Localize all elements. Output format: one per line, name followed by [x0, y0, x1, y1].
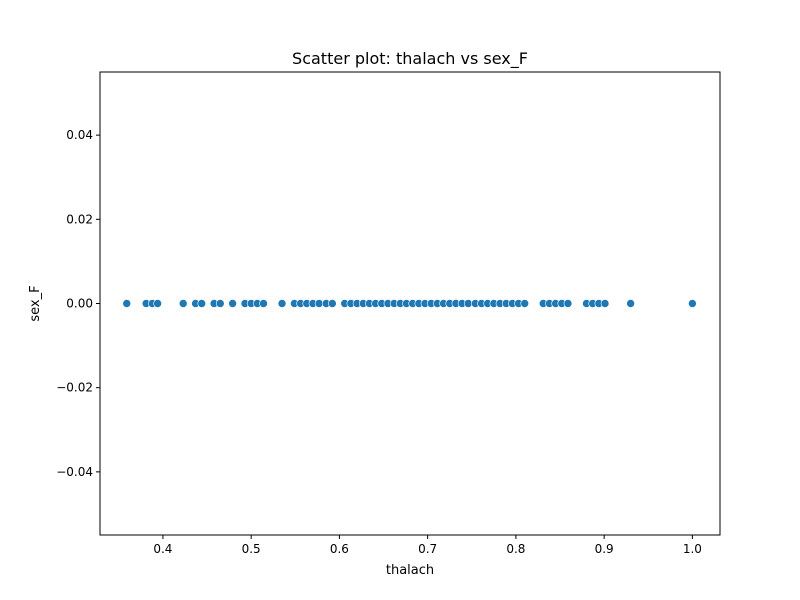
y-axis-ticks: −0.04 −0.02 0.00 0.02 0.04: [56, 128, 100, 479]
data-point: [228, 299, 237, 308]
data-points: [122, 299, 697, 308]
data-point: [626, 299, 635, 308]
x-tick-label: 0.6: [330, 542, 349, 556]
data-point: [563, 299, 573, 308]
data-point: [122, 299, 132, 308]
x-tick-label: 0.9: [595, 542, 614, 556]
data-point: [600, 299, 610, 308]
data-point: [197, 299, 207, 308]
x-tick-label: 0.7: [418, 542, 437, 556]
data-point: [178, 299, 188, 308]
y-axis-label: sex_F: [28, 285, 43, 321]
data-point: [215, 299, 225, 308]
y-tick-label: 0.02: [66, 212, 93, 226]
x-axis-label: thalach: [386, 563, 434, 578]
x-tick-label: 0.8: [506, 542, 525, 556]
chart-title: Scatter plot: thalach vs sex_F: [292, 49, 528, 69]
y-tick-label: −0.04: [56, 465, 93, 479]
y-tick-label: 0.00: [66, 297, 93, 311]
data-point: [328, 299, 337, 308]
data-point: [520, 299, 530, 308]
x-tick-label: 0.5: [242, 542, 261, 556]
x-tick-label: 0.4: [153, 542, 172, 556]
x-tick-label: 1.0: [683, 542, 702, 556]
data-point: [153, 299, 162, 308]
data-point: [688, 299, 697, 308]
x-axis-ticks: 0.4 0.5 0.6 0.7 0.8 0.9 1.0: [153, 535, 702, 556]
data-point: [259, 299, 268, 308]
y-tick-label: −0.02: [56, 381, 93, 395]
data-point: [277, 299, 287, 308]
y-tick-label: 0.04: [66, 128, 93, 142]
